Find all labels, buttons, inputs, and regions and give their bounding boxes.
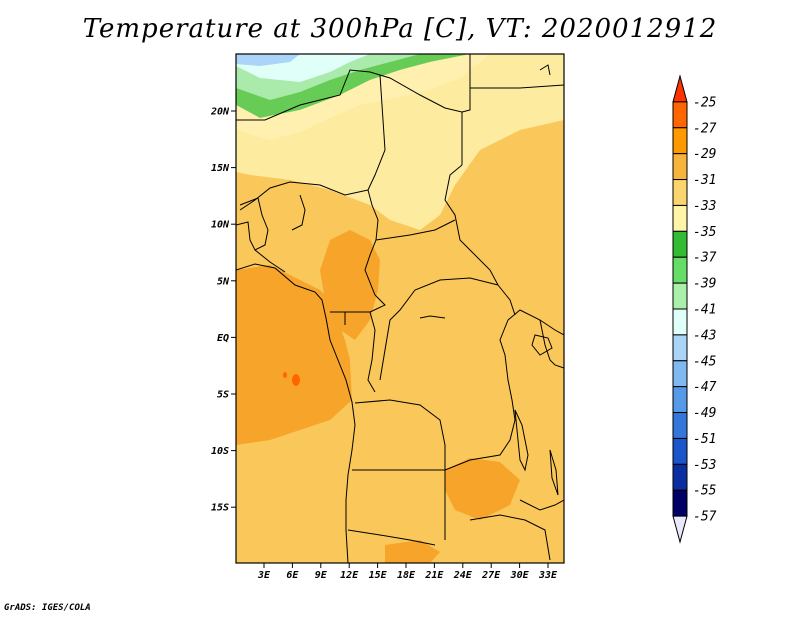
field-warm-south: [445, 458, 520, 520]
colorbar-swatch: [672, 386, 688, 414]
colorbar-label: -57: [693, 510, 717, 525]
map-title: Temperature at 300hPa [C], VT: 202001291…: [82, 14, 718, 44]
colorbar-bottom-triangle: [672, 515, 688, 544]
colorbar-label: -43: [693, 328, 716, 343]
x-tick-label: 18E: [397, 570, 416, 581]
y-tick-label: 5N: [217, 276, 230, 287]
colorbar-swatch: [672, 437, 688, 465]
x-tick-label: 27E: [481, 570, 501, 581]
colorbar-swatch: [672, 127, 688, 155]
field-blue-corner: [236, 54, 300, 66]
colorbar-swatch: [672, 334, 688, 362]
colorbar-label: -39: [693, 277, 716, 292]
y-tick-label: 20N: [210, 107, 230, 118]
colorbar-swatch: [672, 101, 688, 129]
colorbar-label: -55: [693, 484, 717, 499]
colorbar-swatch: [672, 282, 688, 310]
x-tick-label: 12E: [340, 570, 359, 581]
plot-frame: [235, 53, 565, 564]
colorbar-label: -47: [693, 380, 717, 395]
y-tick-label: 15S: [211, 503, 229, 514]
colorbar-swatch: [672, 489, 688, 517]
colorbar-swatch: [672, 360, 688, 388]
field-red-spot: [292, 374, 300, 386]
colorbar-swatch: [672, 256, 688, 284]
field-warm-southwest: [385, 540, 440, 563]
credit-label: GrADS: IGES/COLA: [4, 603, 91, 613]
x-tick-label: 3E: [257, 570, 271, 581]
colorbar-label: -41: [693, 303, 716, 318]
colorbar-label: -49: [693, 406, 716, 421]
x-tick-label: 30E: [510, 570, 530, 581]
x-tick-label: 6E: [286, 570, 299, 581]
colorbar-label: -33: [693, 199, 716, 214]
colorbar-swatch: [672, 308, 688, 336]
y-tick-label: 10N: [211, 220, 230, 231]
colorbar-label: -53: [693, 458, 716, 473]
colorbar-swatch: [672, 230, 688, 258]
y-tick-label: 10S: [211, 446, 229, 457]
y-tick-label: 15N: [211, 163, 230, 174]
colorbar-swatch: [672, 204, 688, 232]
x-tick-label: 24E: [453, 570, 473, 581]
lakes: [419, 64, 559, 496]
colorbar-label: -45: [693, 354, 717, 369]
colorbar-label: -27: [693, 121, 717, 136]
field-warm-ocean: [236, 265, 352, 445]
y-axis: 20N 15N 10N 5N EQ 5S 10S 15S: [210, 107, 236, 514]
temperature-field: [236, 54, 564, 563]
colorbar: -25 -27 -29 -31 -33 -35 -37 -39 -41 -43 -45 -47 -49 -…: [672, 74, 717, 544]
colorbar-label: -29: [693, 147, 716, 162]
x-tick-label: 15E: [369, 570, 388, 581]
colorbar-swatch: [672, 412, 688, 439]
y-tick-label: EQ: [217, 333, 229, 344]
colorbar-swatch: [672, 179, 688, 206]
field-red-spot-2: [283, 372, 287, 378]
colorbar-label: -37: [693, 251, 717, 266]
colorbar-top-triangle: [672, 74, 688, 103]
x-axis: 3E 6E 9E 12E 15E 18E 21E 24E 27E 30E 33E: [257, 563, 558, 581]
colorbar-label: -31: [693, 173, 716, 188]
colorbar-swatch: [672, 463, 688, 491]
x-tick-label: 9E: [315, 570, 328, 581]
colorbar-label: -25: [693, 95, 717, 110]
colorbar-label: -35: [693, 225, 717, 240]
field-green-band-2: [236, 54, 490, 140]
coastlines-borders: [236, 54, 564, 563]
x-tick-label: 33E: [538, 570, 558, 581]
colorbar-label: -51: [693, 432, 716, 447]
x-tick-label: 21E: [424, 570, 444, 581]
y-tick-label: 5S: [217, 390, 229, 401]
colorbar-swatch: [672, 153, 688, 181]
